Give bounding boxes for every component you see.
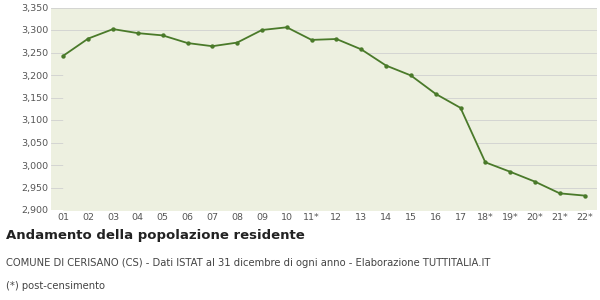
Point — [406, 73, 416, 78]
Point — [158, 33, 167, 38]
Point — [182, 40, 192, 45]
Text: COMUNE DI CERISANO (CS) - Dati ISTAT al 31 dicembre di ogni anno - Elaborazione : COMUNE DI CERISANO (CS) - Dati ISTAT al … — [6, 259, 490, 269]
Point — [257, 28, 267, 32]
Point — [555, 191, 565, 196]
Point — [332, 37, 341, 41]
Point — [580, 193, 589, 198]
Point — [356, 47, 366, 52]
Text: (*) post-censimento: (*) post-censimento — [6, 281, 105, 291]
Point — [481, 160, 490, 165]
Point — [282, 25, 292, 30]
Point — [133, 31, 143, 35]
Point — [108, 27, 118, 32]
Text: Andamento della popolazione residente: Andamento della popolazione residente — [6, 229, 305, 242]
Point — [83, 36, 93, 41]
Point — [431, 92, 440, 96]
Point — [505, 169, 515, 174]
Point — [307, 38, 316, 42]
Point — [59, 53, 68, 58]
Point — [232, 40, 242, 45]
Point — [381, 63, 391, 68]
Point — [208, 44, 217, 49]
Point — [456, 105, 466, 110]
Point — [530, 179, 540, 184]
